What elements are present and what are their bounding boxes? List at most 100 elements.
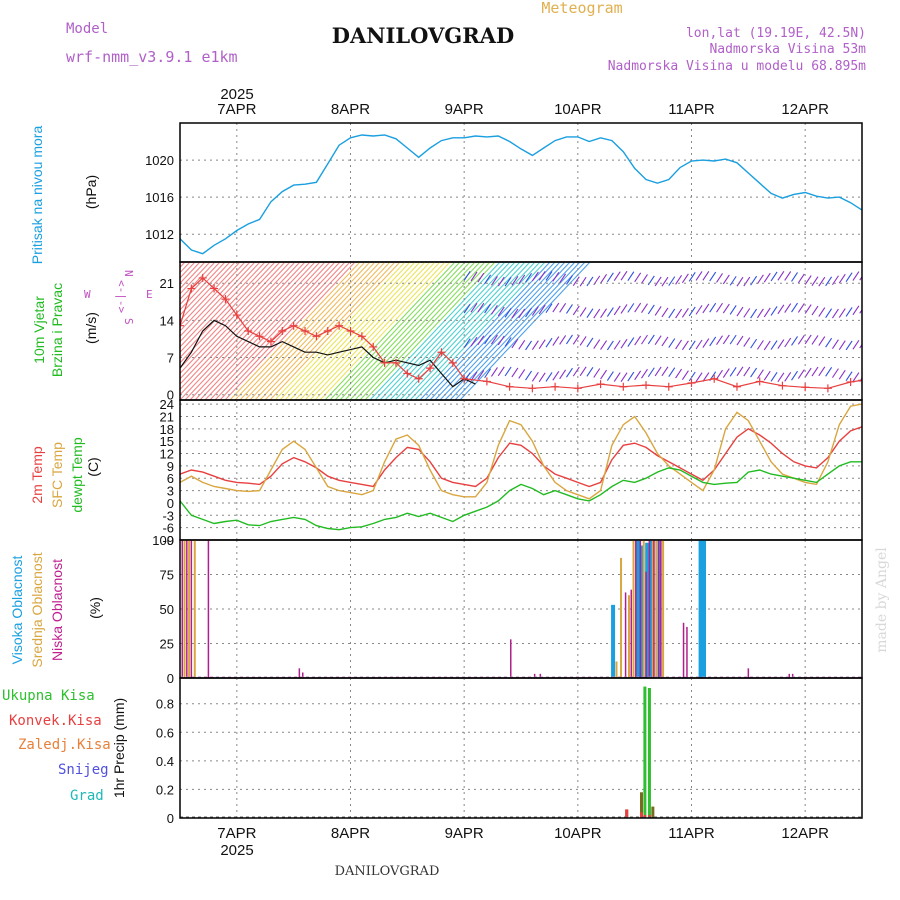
wind-barb-hatch (419, 262, 551, 400)
wind-arrow (627, 271, 635, 281)
wind-arrow (490, 334, 498, 345)
bar (642, 540, 645, 678)
y-tick-label: -3 (162, 508, 174, 523)
wind-arrow (566, 367, 573, 378)
wind-gust-point (391, 358, 400, 367)
wind-arrow (654, 276, 662, 287)
series-line (180, 403, 862, 500)
wind-barb-hatch (459, 262, 591, 400)
wind-arrow (579, 276, 587, 287)
wind-barb-hatch (394, 262, 526, 400)
y-tick-label: 1012 (145, 227, 174, 242)
series-line (180, 277, 862, 389)
wind-gust-point (448, 358, 457, 367)
y-tick-label: 24 (160, 397, 174, 412)
wind-arrow (756, 308, 764, 319)
y-tick-label: 18 (160, 422, 174, 437)
bar (533, 673, 536, 678)
wind-gust-point (312, 332, 321, 341)
wind-gust-point (244, 327, 253, 335)
wind-gust-point (426, 364, 435, 373)
wind-arrow (545, 303, 553, 313)
wind-barb-hatch (389, 262, 521, 400)
wind-arrow (518, 274, 526, 285)
wind-arrow (593, 339, 601, 349)
wind-barb-hatch (319, 262, 451, 400)
wind-gust-point (642, 381, 651, 390)
wind-arrow (525, 340, 533, 351)
wind-arrow (620, 338, 628, 349)
wind-arrow (566, 275, 573, 285)
wind-arrow (859, 343, 862, 349)
bar (630, 589, 633, 678)
wind-arrow (722, 303, 730, 314)
wind-arrow (647, 304, 655, 315)
wind-barb-hatch (364, 262, 496, 400)
y-tick-label: 0 (167, 388, 174, 403)
wind-gust-point (710, 374, 719, 383)
wind-barb-hatch (180, 262, 271, 359)
wind-arrow (545, 337, 553, 348)
wind-barb-hatch (329, 262, 461, 400)
wind-barb-hatch (180, 262, 261, 348)
wind-barb-hatch (254, 262, 386, 400)
wind-arrow (736, 335, 744, 346)
y-tick-label: 14 (160, 313, 174, 328)
wind-arrow (600, 369, 608, 380)
wind-arrow (729, 305, 737, 315)
bar (648, 540, 653, 678)
wind-barb-hatch (180, 262, 226, 311)
wind-arrow (477, 302, 485, 313)
wind-arrow (729, 367, 737, 377)
wind-gust-point (187, 284, 196, 293)
coords-label: lon,lat (19.19E, 42.5N) (686, 26, 866, 41)
bar (302, 672, 304, 678)
wind-arrow (586, 276, 594, 287)
wind-arrow (654, 306, 662, 316)
wind-arrow (668, 367, 676, 377)
wind-barb-hatch (304, 262, 436, 400)
wind-gust-point (289, 321, 298, 330)
wind-gust-point (346, 327, 355, 335)
wind-barb-hatch (199, 262, 331, 400)
bar (645, 571, 647, 678)
bottom-day-label: 9APR (445, 825, 484, 842)
wind-gust-point (357, 332, 366, 341)
wind-arrow (852, 339, 860, 350)
bar (624, 592, 627, 678)
bar (653, 540, 655, 678)
wind-arrow (838, 369, 846, 380)
wind-gust-point (573, 384, 582, 393)
bar (698, 540, 703, 678)
wind-arrow (552, 302, 560, 313)
wind-arrow (572, 276, 580, 286)
wind-arrow (811, 366, 819, 377)
wind-arrow (688, 371, 696, 382)
y-tick-label: 21 (160, 276, 174, 291)
wind-arrow (825, 337, 833, 348)
wind-barb-hatch (234, 262, 366, 400)
wind-arrow (497, 276, 505, 287)
wind-arrow (791, 370, 798, 381)
panel-precip-plot (180, 678, 862, 818)
wind-arrow (709, 271, 717, 282)
year-label-bottom: 2025 (220, 842, 253, 859)
wind-arrow (641, 368, 648, 379)
wind-arrow (777, 270, 785, 281)
wind-barb-hatch (349, 262, 481, 400)
top-day-labels: 7APR 8APR 9APR 10APR 11APR 12APR (217, 101, 829, 118)
wind-gust-point (266, 337, 275, 346)
series-line (180, 134, 862, 255)
wind-arrow (497, 306, 505, 317)
y-tick-label: 9 (167, 459, 174, 474)
wind-arrow (497, 335, 505, 346)
wind-arrow (606, 371, 614, 381)
model-name: wrf-nmm_v3.9.1 e1km (66, 48, 238, 66)
wind-gust-point (528, 384, 537, 393)
bar (639, 792, 643, 818)
bar (655, 540, 658, 678)
wind-arrow (859, 275, 862, 281)
wind-barb-hatch (180, 262, 256, 343)
